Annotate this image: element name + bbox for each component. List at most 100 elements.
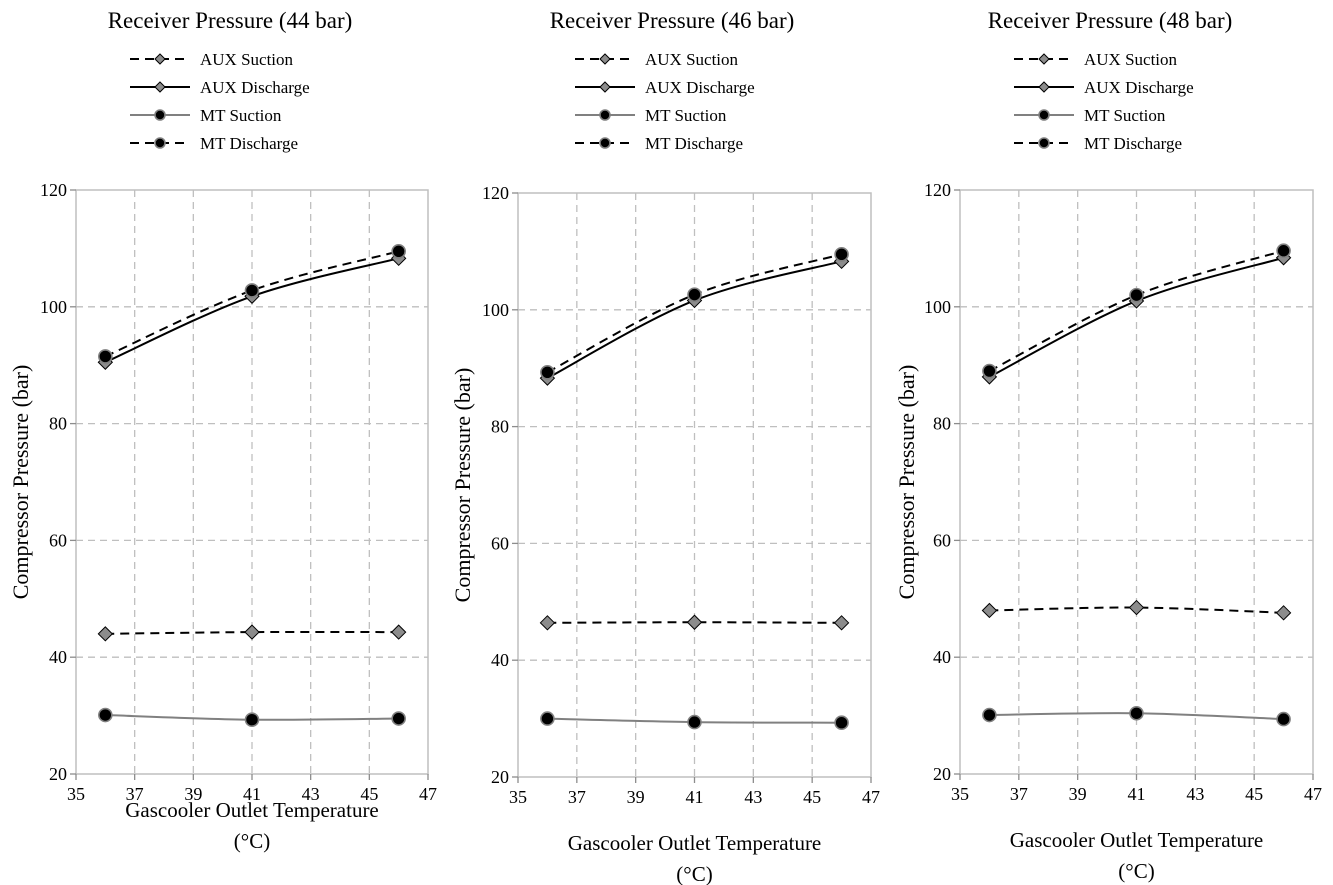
- x-axis-label: Gascooler Outlet Temperature: [568, 831, 822, 855]
- y-tick-label: 20: [933, 764, 951, 784]
- legend-entry: MT Discharge: [1014, 134, 1182, 153]
- data-point: [834, 247, 849, 262]
- x-tick-label: 45: [360, 784, 378, 804]
- x-tick-label: 41: [1128, 784, 1146, 804]
- y-tick-label: 60: [491, 533, 509, 553]
- legend-label: AUX Discharge: [645, 78, 755, 97]
- legend-marker: [1038, 109, 1050, 121]
- x-axis-label: Gascooler Outlet Temperature: [1010, 828, 1264, 852]
- x-tick-label: 35: [67, 784, 85, 804]
- legend-label: AUX Discharge: [200, 78, 310, 97]
- data-point: [97, 626, 114, 642]
- legend-entry: AUX Discharge: [1014, 78, 1194, 97]
- y-axis-label: Compressor Pressure (bar): [894, 365, 919, 600]
- data-point: [1276, 711, 1291, 727]
- chart-title: Receiver Pressure (48 bar): [988, 8, 1233, 33]
- series-mt-discharge: [982, 243, 1291, 379]
- series-mt-suction: [98, 707, 406, 727]
- series-line: [105, 630, 399, 635]
- legend-entry: AUX Discharge: [575, 78, 755, 97]
- x-tick-label: 43: [744, 787, 762, 807]
- data-point: [981, 602, 998, 619]
- legend-entry: MT Suction: [575, 106, 727, 125]
- x-tick-label: 39: [627, 787, 645, 807]
- legend-marker: [154, 137, 166, 149]
- chart-panel-1: Receiver Pressure (44 bar) AUX Suction AUX…: [8, 8, 437, 853]
- y-tick-label: 80: [49, 414, 67, 434]
- legend-marker: [599, 137, 611, 149]
- data-point: [540, 364, 555, 380]
- x-tick-label: 45: [803, 787, 821, 807]
- legend-label: MT Suction: [645, 106, 727, 125]
- data-point: [687, 714, 702, 730]
- y-tick-label: 100: [40, 297, 67, 317]
- data-point: [244, 283, 260, 298]
- series-aux-suction: [981, 599, 1292, 621]
- y-tick-label: 60: [933, 530, 951, 550]
- series-aux-suction: [539, 614, 850, 631]
- y-tick-label: 40: [491, 650, 509, 670]
- x-tick-label: 45: [1245, 784, 1263, 804]
- chart-title: Receiver Pressure (44 bar): [108, 8, 353, 33]
- data-point: [390, 624, 407, 640]
- data-point: [1276, 243, 1291, 259]
- y-tick-label: 20: [49, 764, 67, 784]
- legend-entry: AUX Suction: [1014, 50, 1178, 69]
- y-tick-label: 60: [49, 530, 67, 550]
- data-point: [686, 614, 703, 630]
- series-aux-suction: [97, 624, 407, 642]
- data-point: [391, 711, 406, 726]
- chart-panel-2: Receiver Pressure (46 bar) AUX Suction AUX…: [450, 8, 880, 885]
- legend-label: AUX Discharge: [1084, 78, 1194, 97]
- data-point: [391, 244, 406, 259]
- x-tick-label: 41: [243, 784, 261, 804]
- x-tick-label: 37: [568, 787, 586, 807]
- legend-entry: MT Suction: [130, 106, 282, 125]
- data-point: [244, 712, 260, 727]
- y-tick-label: 20: [491, 767, 509, 787]
- legend-label: MT Suction: [1084, 106, 1166, 125]
- data-point: [982, 363, 997, 379]
- y-tick-label: 80: [933, 414, 951, 434]
- y-tick-label: 120: [924, 180, 951, 200]
- x-tick-label: 41: [686, 787, 704, 807]
- data-point: [1129, 705, 1144, 721]
- chart-panel-3: Receiver Pressure (48 bar) AUX Suction AUX…: [894, 8, 1322, 883]
- y-tick-label: 100: [924, 297, 951, 317]
- data-point: [98, 349, 113, 364]
- legend-marker: [599, 81, 611, 93]
- legend-entry: AUX Suction: [130, 50, 294, 69]
- x-tick-label: 39: [184, 784, 202, 804]
- legend-entry: MT Suction: [1014, 106, 1166, 125]
- legend-entry: AUX Suction: [575, 50, 739, 69]
- legend-marker: [1038, 81, 1050, 93]
- legend-marker: [599, 109, 611, 121]
- legend-marker: [154, 81, 166, 93]
- legend-marker: [599, 53, 611, 65]
- y-tick-label: 120: [482, 183, 509, 203]
- data-point: [687, 287, 702, 302]
- y-tick-label: 80: [491, 417, 509, 437]
- x-axis-unit: (°C): [234, 829, 270, 853]
- y-axis-label: Compressor Pressure (bar): [8, 365, 33, 600]
- data-point: [1275, 605, 1292, 621]
- data-point: [539, 615, 556, 631]
- data-point: [1129, 287, 1144, 303]
- series-line: [547, 621, 842, 624]
- legend-marker: [1038, 53, 1050, 65]
- legend-marker: [1038, 137, 1050, 149]
- x-tick-label: 47: [862, 787, 880, 807]
- legend-label: MT Suction: [200, 106, 282, 125]
- data-point: [833, 615, 850, 631]
- chart-title: Receiver Pressure (46 bar): [550, 8, 795, 33]
- x-tick-label: 43: [302, 784, 320, 804]
- legend-label: MT Discharge: [200, 134, 298, 153]
- legend-label: MT Discharge: [645, 134, 743, 153]
- legend-marker: [154, 53, 166, 65]
- legend-entry: MT Discharge: [575, 134, 743, 153]
- series-mt-discharge: [540, 247, 849, 380]
- legend-label: AUX Suction: [200, 50, 294, 69]
- x-tick-label: 39: [1069, 784, 1087, 804]
- x-tick-label: 47: [1304, 784, 1322, 804]
- x-axis-unit: (°C): [676, 862, 712, 885]
